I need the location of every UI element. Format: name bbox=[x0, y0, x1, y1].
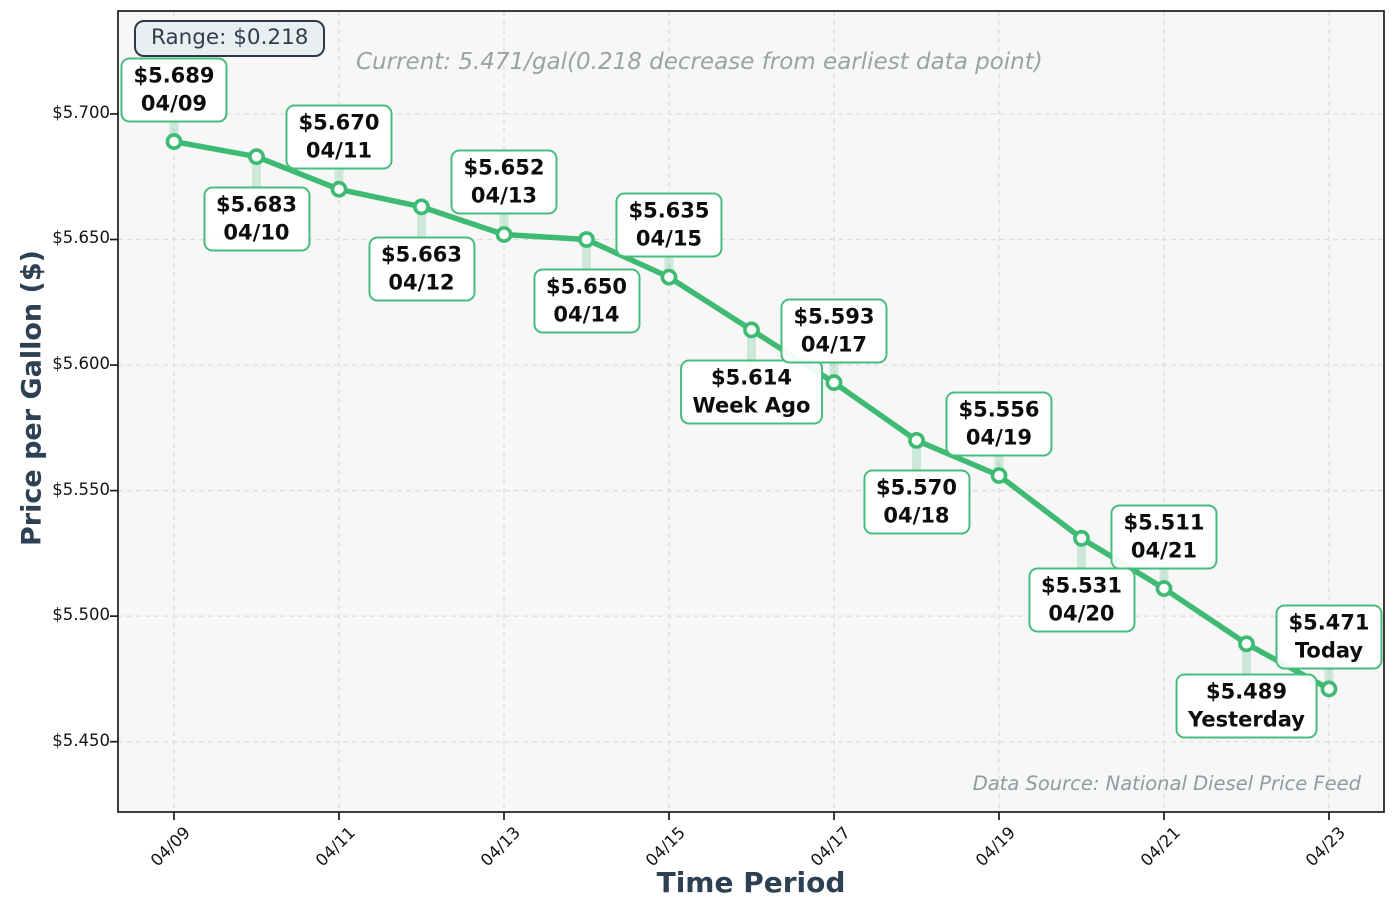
callout-price: $5.650 bbox=[545, 274, 628, 299]
data-point-callout: $5.670 04/11 bbox=[285, 104, 393, 170]
data-point-callout: $5.614 Week Ago bbox=[679, 359, 824, 425]
callout-price: $5.511 bbox=[1123, 510, 1205, 535]
data-point-callout: $5.635 04/15 bbox=[615, 192, 723, 258]
callout-date: 04/11 bbox=[305, 138, 373, 163]
callout-price: $5.556 bbox=[958, 397, 1040, 422]
y-tick-label: $5.550 bbox=[52, 479, 110, 499]
data-point-callout: $5.511 04/21 bbox=[1110, 504, 1218, 570]
callout-date: Yesterday bbox=[1188, 707, 1305, 732]
callout-price: $5.593 bbox=[793, 304, 875, 329]
data-point-marker bbox=[1155, 580, 1173, 597]
plot-border bbox=[117, 10, 1385, 813]
data-point-callout: $5.650 04/14 bbox=[532, 268, 641, 334]
data-point-callout: $5.663 04/12 bbox=[367, 236, 476, 302]
y-tick-label: $5.700 bbox=[52, 102, 110, 122]
data-point-marker bbox=[743, 321, 760, 339]
data-source-note: Data Source: National Diesel Price Feed bbox=[972, 772, 1361, 795]
data-point-marker bbox=[413, 198, 430, 216]
callout-price: $5.614 bbox=[710, 365, 793, 390]
data-point-callout: $5.531 04/20 bbox=[1027, 567, 1136, 633]
callout-price: $5.471 bbox=[1288, 610, 1370, 635]
callout-date: 04/10 bbox=[223, 220, 290, 245]
callout-price: $5.652 bbox=[463, 155, 545, 180]
data-point-marker bbox=[165, 133, 183, 150]
callout-date: 04/19 bbox=[965, 425, 1033, 450]
data-point-callout: $5.683 04/10 bbox=[202, 186, 311, 252]
callout-date: 04/09 bbox=[140, 91, 208, 116]
y-axis-title: Price per Gallon ($) bbox=[16, 250, 48, 546]
data-point-marker bbox=[495, 226, 513, 243]
callout-date: 04/17 bbox=[800, 332, 868, 357]
data-point-marker bbox=[660, 268, 678, 286]
callout-date: 04/14 bbox=[553, 302, 620, 327]
callout-date: 04/13 bbox=[470, 183, 538, 208]
data-point-callout: $5.689 04/09 bbox=[120, 57, 228, 123]
y-tick-label: $5.650 bbox=[52, 228, 110, 248]
callout-price: $5.489 bbox=[1205, 679, 1288, 704]
callout-date: 04/21 bbox=[1130, 538, 1198, 563]
data-point-callout: $5.489 Yesterday bbox=[1175, 673, 1318, 739]
callout-date: Today bbox=[1294, 638, 1364, 663]
callout-date: 04/15 bbox=[635, 226, 703, 251]
data-point-callout: $5.556 04/19 bbox=[945, 391, 1053, 457]
data-point-marker bbox=[578, 231, 595, 248]
callout-price: $5.689 bbox=[133, 63, 215, 88]
data-point-marker bbox=[990, 467, 1008, 484]
data-point-marker bbox=[1073, 529, 1090, 547]
callout-price: $5.683 bbox=[215, 192, 298, 217]
data-point-callout: $5.570 04/18 bbox=[862, 469, 971, 535]
y-tick-label: $5.500 bbox=[52, 605, 110, 625]
data-point-marker bbox=[330, 180, 348, 198]
data-point-marker bbox=[908, 431, 925, 449]
y-tick-label: $5.600 bbox=[52, 354, 110, 374]
callout-date: 04/20 bbox=[1048, 601, 1115, 626]
callout-price: $5.570 bbox=[875, 475, 958, 500]
x-axis-title: Time Period bbox=[656, 866, 846, 899]
callout-date: 04/18 bbox=[883, 503, 950, 528]
callout-price: $5.531 bbox=[1040, 573, 1123, 598]
data-point-marker bbox=[1320, 680, 1338, 698]
data-point-callout: $5.652 04/13 bbox=[450, 149, 558, 215]
data-point-marker bbox=[1238, 635, 1255, 653]
data-point-marker bbox=[248, 148, 265, 166]
data-point-callout: $5.593 04/17 bbox=[780, 298, 888, 364]
data-point-marker bbox=[825, 374, 843, 392]
callout-date: Week Ago bbox=[692, 393, 811, 418]
data-point-callout: $5.471 Today bbox=[1275, 604, 1383, 670]
callout-date: 04/12 bbox=[388, 270, 455, 295]
callout-price: $5.663 bbox=[380, 242, 463, 267]
range-badge: Range: $0.218 bbox=[134, 20, 326, 57]
callout-price: $5.670 bbox=[298, 110, 380, 135]
y-tick-label: $5.450 bbox=[52, 730, 110, 750]
callout-price: $5.635 bbox=[628, 198, 710, 223]
current-annotation: Current: 5.471/gal(0.218 decrease from e… bbox=[356, 49, 1043, 75]
